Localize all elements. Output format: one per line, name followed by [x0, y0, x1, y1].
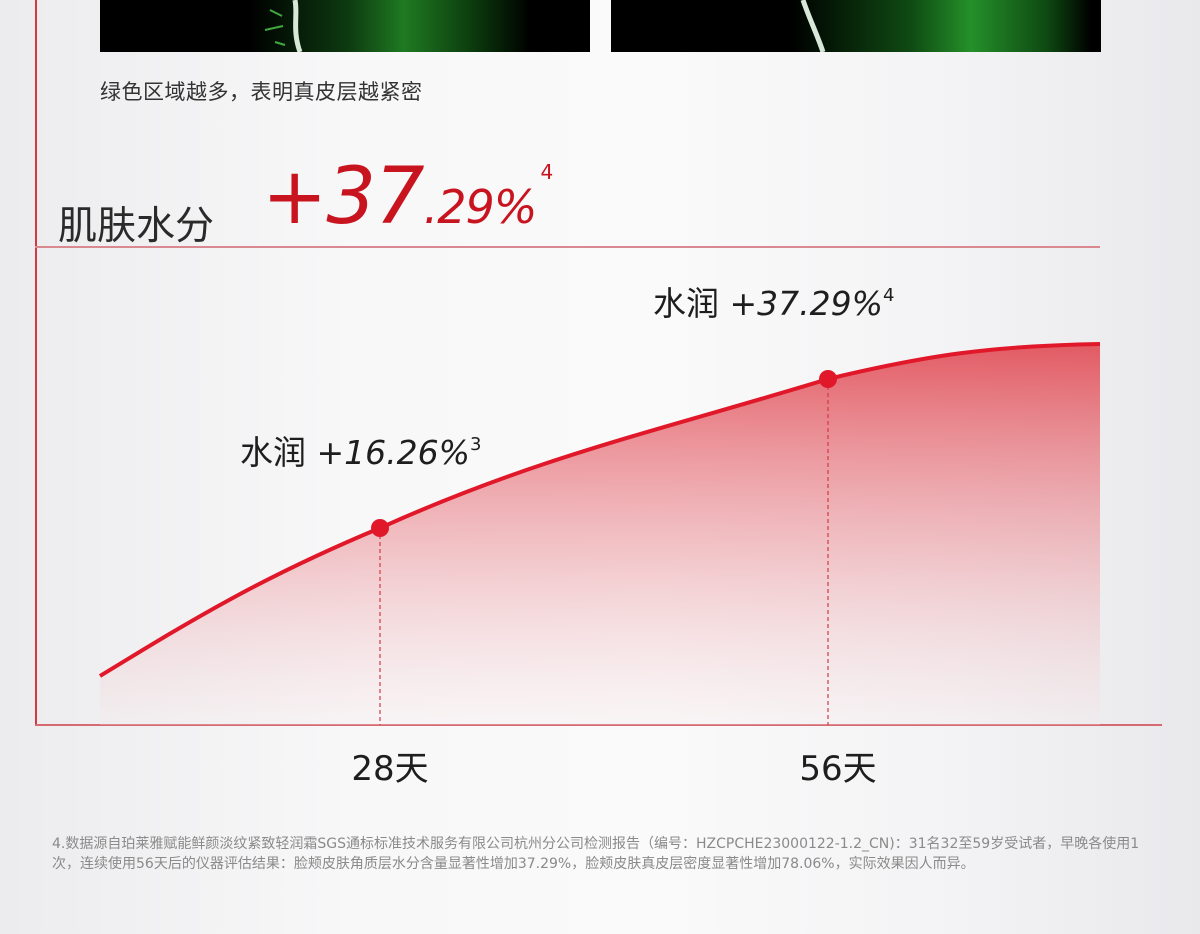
x-tick-label-1: 28天	[351, 749, 428, 789]
microscopy-image-after	[611, 0, 1101, 52]
data-label-footnote-2: 4	[883, 285, 894, 306]
x-tick-label-2: 56天	[799, 749, 876, 789]
headline-value: +37.29%4	[262, 152, 553, 242]
data-point-1	[371, 519, 389, 537]
headline-label: 肌肤水分	[58, 204, 215, 249]
data-label-prefix-2: 水润	[653, 284, 730, 323]
data-point-2	[819, 370, 837, 388]
data-label-value-2: +37.29%	[730, 284, 883, 323]
footnote: 4.数据源自珀莱雅赋能鲜颜淡纹紧致轻润霜SGS通标标准技术服务有限公司杭州分公司…	[52, 836, 1140, 872]
headline-footnote-ref: 4	[540, 160, 554, 184]
headline-value-main: +37	[262, 152, 425, 242]
image-caption: 绿色区域越多，表明真皮层越紧密	[100, 80, 423, 104]
data-label-2: 水润 +37.29%4	[653, 284, 894, 323]
data-label-footnote-1: 3	[470, 434, 481, 455]
microscopy-image-before-art	[250, 0, 530, 52]
data-label-1: 水润 +16.26%3	[240, 433, 481, 472]
data-label-prefix-1: 水润	[240, 433, 317, 472]
microscopy-image-before	[100, 0, 590, 52]
headline-divider	[35, 246, 1100, 248]
microscopy-image-after-art	[791, 0, 1091, 52]
series-line	[98, 342, 1101, 678]
data-label-value-1: +16.26%	[317, 433, 470, 472]
frame-line-left	[35, 0, 37, 726]
headline-value-decimal: .29%	[423, 180, 538, 234]
area-fill	[100, 344, 1100, 725]
headline: 肌肤水分 +37.29%4	[58, 150, 1098, 249]
